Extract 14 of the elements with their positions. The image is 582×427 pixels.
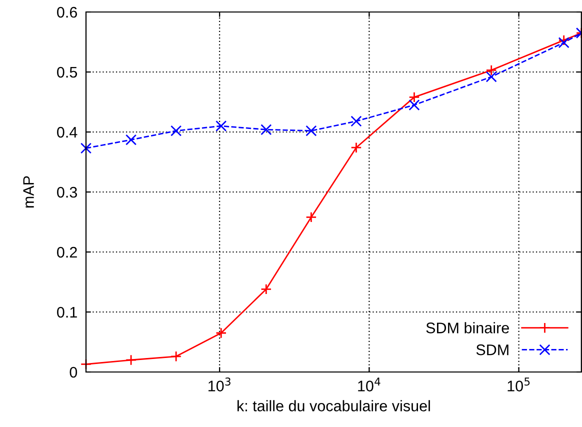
x-tick-label: 10$^{3}$ — [208, 378, 230, 392]
legend-label: SDM binaire — [426, 322, 509, 334]
y-tick-label: 0.1 — [57, 306, 77, 318]
x-tick-label: 10$^{5}$ — [508, 378, 530, 392]
x-tick-label: 10$^{4}$ — [358, 378, 380, 392]
y-tick-label: 0.4 — [57, 126, 78, 138]
y-tick-label: 0.3 — [57, 186, 77, 198]
y-tick-label: 0.5 — [57, 66, 78, 78]
legend-label: SDM — [476, 344, 508, 356]
x-axis-title: k: taille du vocabulaire visuel — [238, 400, 430, 412]
y-tick-label: 0.2 — [57, 246, 77, 258]
y-tick-label: 0.6 — [57, 6, 77, 18]
y-tick-label: 0 — [70, 366, 78, 378]
y-axis-title: mAP — [23, 176, 34, 208]
